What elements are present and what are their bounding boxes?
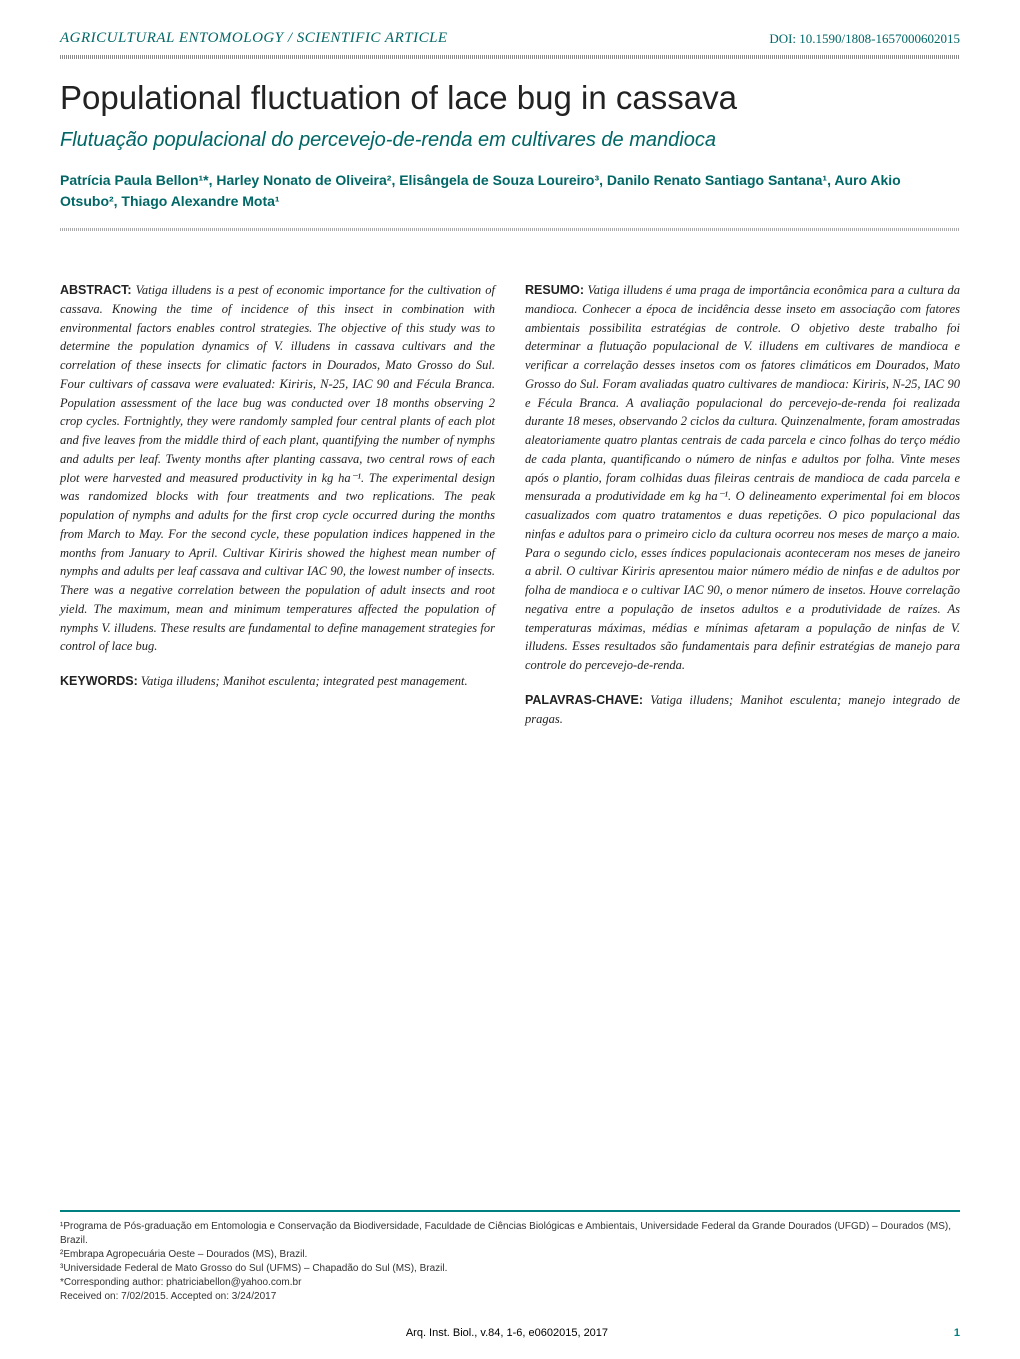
affiliation-2: ²Embrapa Agropecuária Oeste – Dourados (…	[60, 1248, 960, 1262]
keywords-label: KEYWORDS:	[60, 674, 138, 688]
corresponding-author: *Corresponding author: phatriciabellon@y…	[60, 1276, 960, 1290]
section-label: AGRICULTURAL ENTOMOLOGY / SCIENTIFIC ART…	[60, 30, 448, 47]
authors-list: Patrícia Paula Bellon¹*, Harley Nonato d…	[60, 170, 960, 212]
article-title: Populational fluctuation of lace bug in …	[60, 79, 960, 117]
top-divider	[60, 55, 960, 59]
authors-divider	[60, 228, 960, 231]
abstract-body: Vatiga illudens is a pest of economic im…	[60, 283, 495, 653]
article-subtitle: Flutuação populacional do percevejo-de-r…	[60, 129, 960, 152]
citation-text: Arq. Inst. Biol., v.84, 1-6, e0602015, 2…	[406, 1327, 608, 1339]
keywords-block: KEYWORDS: Vatiga illudens; Manihot escul…	[60, 672, 495, 691]
abstract-columns: ABSTRACT: Vatiga illudens is a pest of e…	[60, 281, 960, 728]
received-date: Received on: 7/02/2015. Accepted on: 3/2…	[60, 1290, 960, 1304]
palavras-block: PALAVRAS-CHAVE: Vatiga illudens; Manihot…	[525, 691, 960, 729]
header-row: AGRICULTURAL ENTOMOLOGY / SCIENTIFIC ART…	[60, 30, 960, 47]
palavras-label: PALAVRAS-CHAVE:	[525, 693, 643, 707]
resumo-column: RESUMO: Vatiga illudens é uma praga de i…	[525, 281, 960, 728]
abstract-column: ABSTRACT: Vatiga illudens is a pest of e…	[60, 281, 495, 728]
resumo-heading: RESUMO:	[525, 283, 584, 297]
affiliation-3: ³Universidade Federal de Mato Grosso do …	[60, 1262, 960, 1276]
abstract-heading: ABSTRACT:	[60, 283, 132, 297]
affiliation-1: ¹Programa de Pós-graduação em Entomologi…	[60, 1220, 960, 1248]
page-footer: Arq. Inst. Biol., v.84, 1-6, e0602015, 2…	[60, 1327, 960, 1339]
affiliations-footer: ¹Programa de Pós-graduação em Entomologi…	[60, 1210, 960, 1304]
page-number: 1	[954, 1327, 960, 1339]
keywords-text: Vatiga illudens; Manihot esculenta; inte…	[141, 674, 468, 688]
doi-text: DOI: 10.1590/1808-1657000602015	[769, 31, 960, 47]
resumo-body: Vatiga illudens é uma praga de importânc…	[525, 283, 960, 672]
